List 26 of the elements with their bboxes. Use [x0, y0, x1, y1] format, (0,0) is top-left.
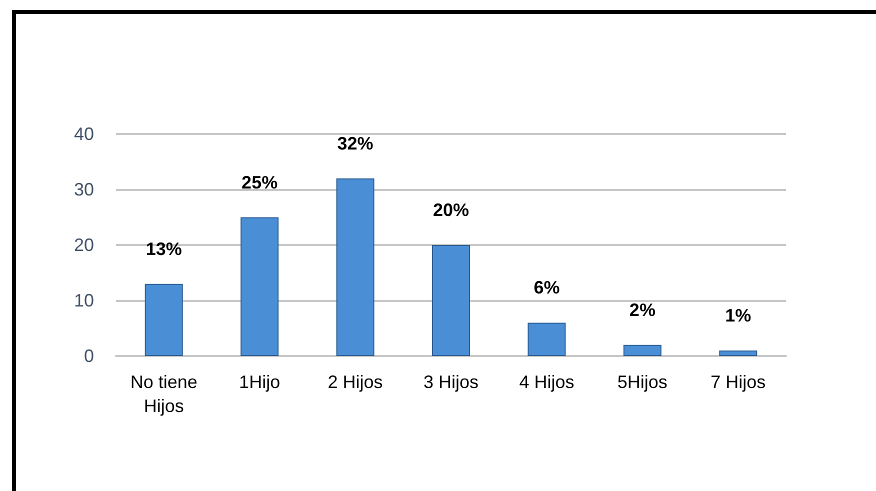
data-label: 32%	[337, 133, 374, 154]
y-tick-label: 30	[74, 180, 94, 200]
bar	[528, 322, 566, 356]
x-tick-label: No tiene Hijos	[130, 372, 198, 416]
y-tick-label: 40	[74, 124, 94, 144]
data-label: 2%	[629, 300, 656, 320]
y-tick-label: 0	[84, 346, 94, 366]
y-tick-label: 10	[74, 290, 94, 310]
x-tick-label: 3 Hijos	[423, 372, 479, 392]
bar	[336, 178, 374, 356]
bar	[719, 350, 758, 356]
data-label: 20%	[432, 200, 470, 220]
x-tick-label: 2 Hijos	[328, 372, 383, 392]
bar	[623, 344, 662, 356]
data-label: 13%	[146, 238, 182, 259]
data-label: 25%	[242, 172, 278, 192]
y-tick-label: 20	[74, 235, 94, 255]
x-tick-label: 5Hijos	[617, 372, 668, 392]
bar	[240, 217, 279, 356]
data-label: 6%	[534, 278, 560, 298]
bar	[144, 284, 183, 356]
x-tick-label: 7 Hijos	[710, 372, 766, 392]
x-tick-label: 1Hijo	[239, 372, 280, 392]
data-label: 1%	[725, 305, 752, 326]
bar	[432, 245, 470, 356]
x-tick-label: 4 Hijos	[519, 372, 574, 392]
